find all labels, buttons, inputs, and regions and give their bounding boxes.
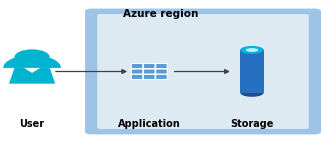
Polygon shape	[24, 68, 40, 73]
Wedge shape	[3, 55, 61, 68]
Circle shape	[14, 49, 50, 65]
FancyBboxPatch shape	[143, 69, 155, 74]
FancyBboxPatch shape	[131, 74, 143, 80]
Text: Storage: Storage	[230, 119, 274, 129]
FancyBboxPatch shape	[131, 69, 143, 74]
Text: User: User	[20, 119, 45, 129]
FancyBboxPatch shape	[131, 63, 143, 69]
Ellipse shape	[246, 48, 258, 52]
Polygon shape	[9, 68, 55, 84]
Text: Application: Application	[118, 119, 181, 129]
FancyBboxPatch shape	[156, 63, 167, 69]
Ellipse shape	[240, 89, 264, 97]
FancyBboxPatch shape	[85, 9, 321, 134]
FancyBboxPatch shape	[143, 63, 155, 69]
FancyBboxPatch shape	[240, 50, 264, 93]
FancyBboxPatch shape	[156, 69, 167, 74]
Ellipse shape	[240, 46, 264, 54]
FancyBboxPatch shape	[156, 74, 167, 80]
FancyBboxPatch shape	[143, 74, 155, 80]
Ellipse shape	[240, 46, 264, 54]
FancyBboxPatch shape	[97, 14, 309, 129]
Text: Azure region: Azure region	[123, 9, 198, 19]
FancyBboxPatch shape	[240, 89, 264, 93]
